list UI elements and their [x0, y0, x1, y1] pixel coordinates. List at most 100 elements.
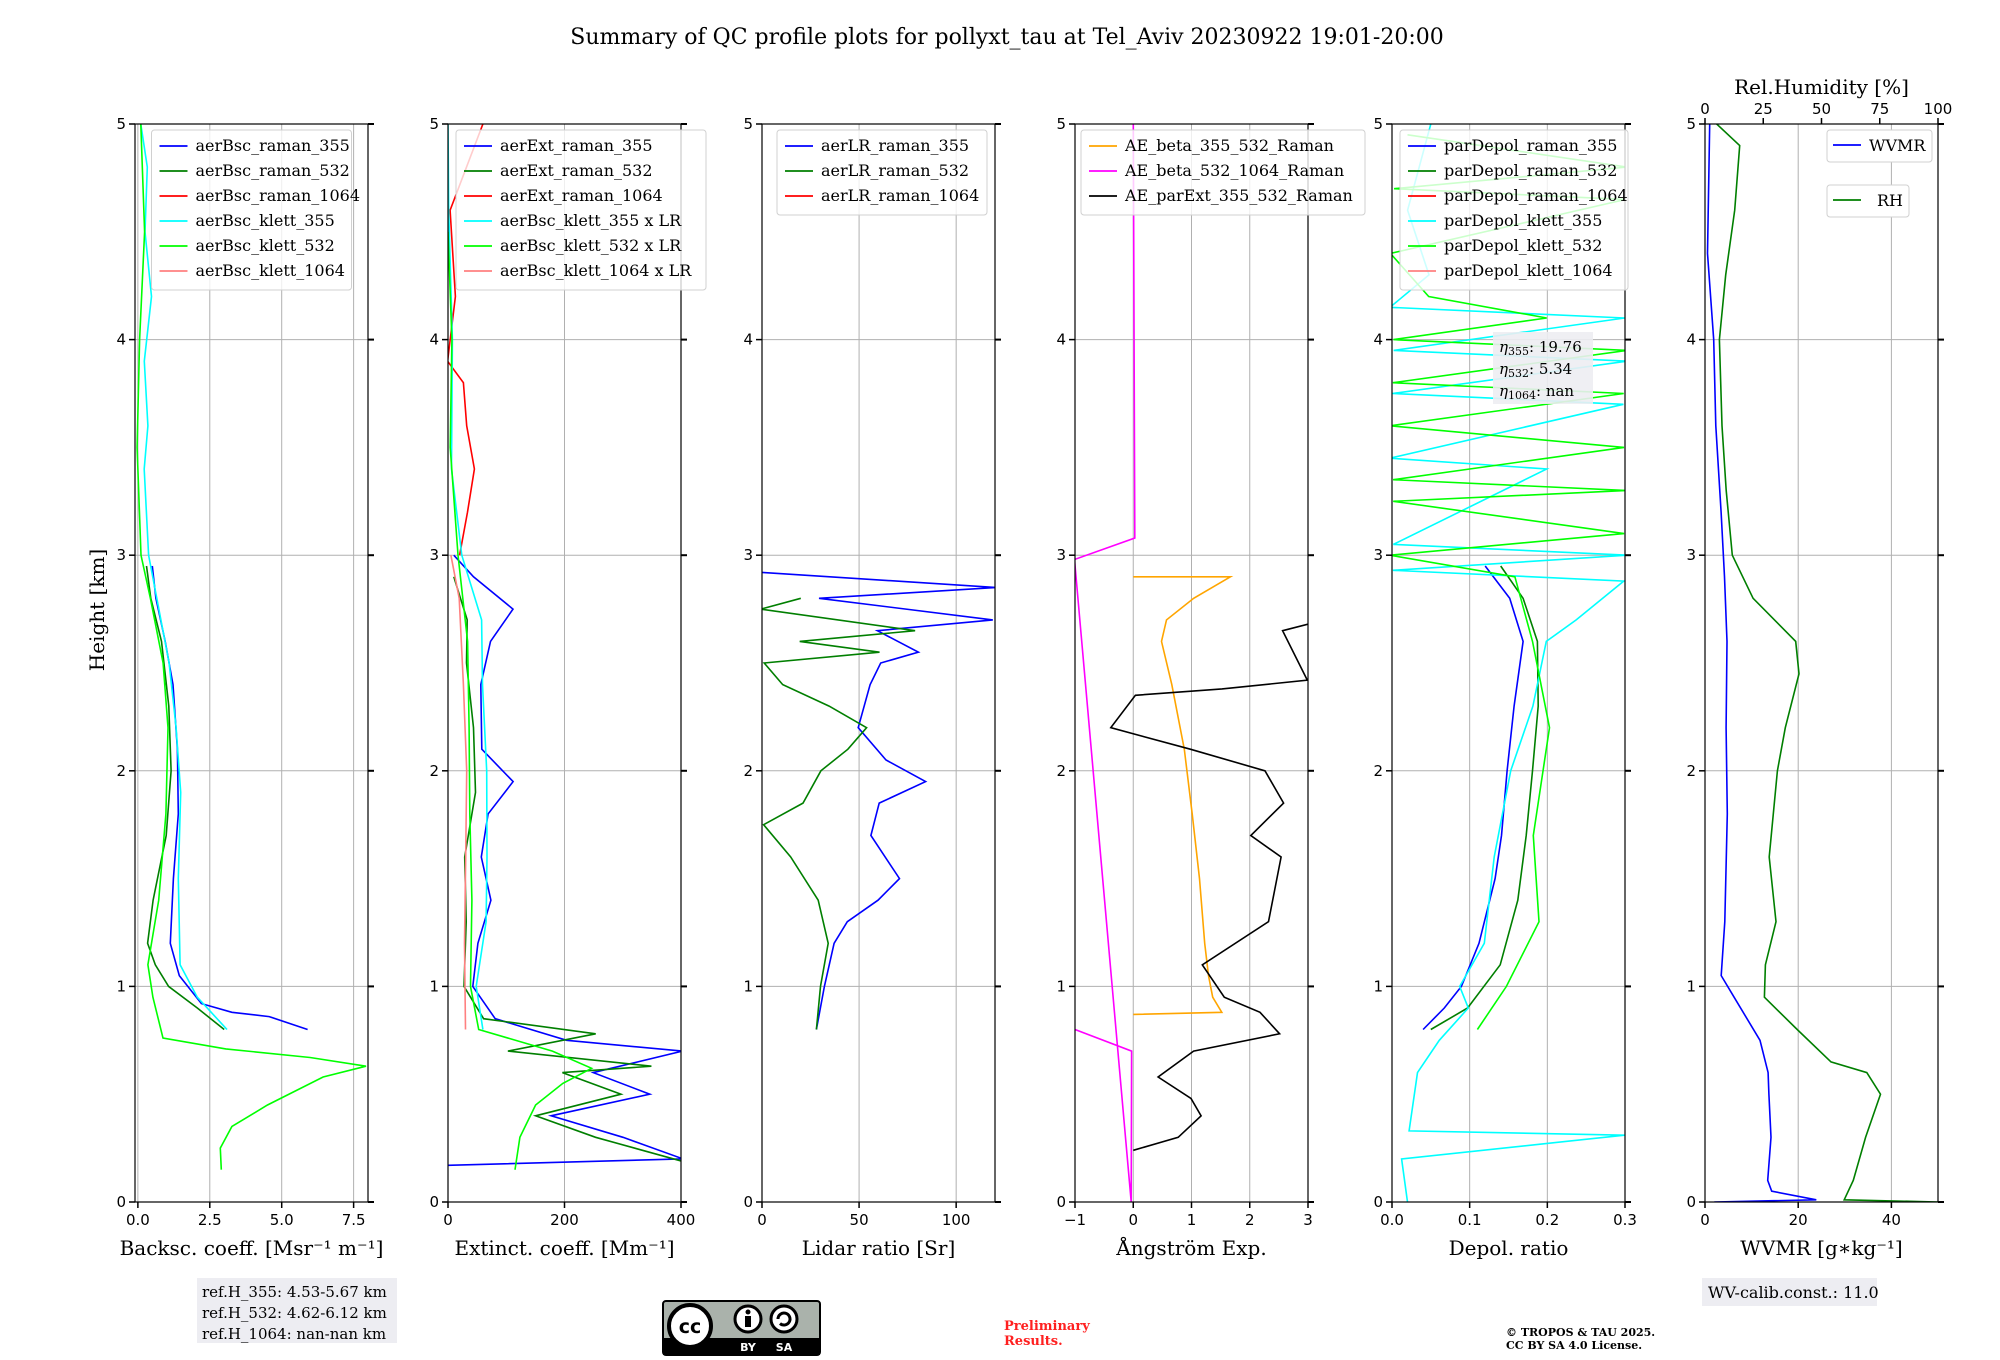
series-pardepol-klett-355	[1392, 124, 1625, 1202]
legend-label-aerext-raman-355: aerExt_raman_355	[500, 136, 653, 155]
legend-label-pardepol-raman-532: parDepol_raman_532	[1444, 161, 1617, 180]
y-tick-label: 3	[1056, 546, 1066, 564]
series-aerext-raman-355	[448, 554, 681, 1167]
axes-frame	[134, 123, 369, 1203]
panel-1: 0 1 2 3 4 5 0.0 2.5 5.0 7.5 Backsc. coeff. [Msr⁻¹ …	[116, 115, 383, 1260]
x-tick-label: 100	[942, 1211, 971, 1229]
x-tick-label: 0.0	[126, 1211, 150, 1229]
series-aerbsc-klett-532	[136, 124, 367, 1170]
y-tick-label: 3	[1373, 546, 1383, 564]
badge-by-text: BY	[740, 1341, 757, 1354]
legend: aerBsc_raman_355 aerBsc_raman_532 aerBsc_r…	[151, 129, 360, 291]
x-tick-label: 0.3	[1613, 1211, 1637, 1229]
y-axis-label: Height [km]	[85, 549, 109, 671]
legend-label-aerbsc-klett-532: aerBsc_klett_532	[196, 236, 335, 255]
badge-sa-text: SA	[776, 1341, 793, 1354]
y-tick-label: 2	[1056, 762, 1066, 780]
y-tick-label: 3	[429, 546, 439, 564]
series-pardepol-raman-355	[1422, 565, 1524, 1031]
legend: parDepol_raman_355 parDepol_raman_532 parD…	[1399, 129, 1629, 291]
y-tick-label: 1	[1373, 977, 1383, 995]
wv-calib-box: WV-calib.const.: 11.0	[1702, 1278, 1879, 1306]
x-tick-label: 3	[1303, 1211, 1313, 1229]
legend-label-aerext-raman-532: aerExt_raman_532	[500, 161, 653, 180]
y-tick-label: 4	[1056, 331, 1066, 349]
y-tick-label: 1	[116, 977, 126, 995]
legend-label-ae-parext-355-532-raman: AE_parExt_355_532_Raman	[1124, 186, 1353, 205]
x-tick-label: 1	[1187, 1211, 1197, 1229]
x-tick-label: 7.5	[342, 1211, 366, 1229]
x-tick-label: 5.0	[270, 1211, 294, 1229]
series-pardepol-raman-532	[1430, 565, 1540, 1031]
x-axis-label: Lidar ratio [Sr]	[802, 1236, 956, 1260]
y-tick-label: 4	[1686, 331, 1696, 349]
x-axis-label: Ångström Exp.	[1115, 1235, 1266, 1260]
series-aerbsc-klett-1064-x-lr	[450, 555, 468, 1030]
reference-height-box: ref.H_355: 4.53-5.67 km ref.H_532: 4.62-…	[197, 1278, 397, 1343]
series-aerlr-raman-355	[762, 571, 995, 1030]
top-x-tick-label: 100	[1924, 100, 1953, 118]
legend-label-rh: RH	[1877, 191, 1903, 210]
ref-height-1064: ref.H_1064: nan-nan km	[202, 1325, 386, 1343]
eta-532-text: η532: 5.34	[1499, 360, 1572, 380]
eta-box-bg	[1493, 332, 1593, 404]
y-tick-label: 0	[429, 1193, 439, 1211]
series-pardepol-klett-532	[1392, 134, 1625, 1030]
legend-box	[776, 129, 988, 216]
y-tick-label: 2	[743, 762, 753, 780]
y-tick-label: 2	[1686, 762, 1696, 780]
legend: aerLR_raman_355 aerLR_raman_532 aerLR_rama…	[776, 129, 988, 216]
y-tick-label: 2	[116, 762, 126, 780]
y-tick-label: 0	[116, 1193, 126, 1211]
y-tick-label: 0	[1056, 1193, 1066, 1211]
legend-box	[1399, 129, 1629, 291]
x-tick-label: 20	[1789, 1211, 1808, 1229]
series-aerbsc-raman-532	[145, 565, 225, 1031]
legend-label-wvmr: WVMR	[1869, 136, 1926, 155]
legend-box	[1826, 129, 1933, 163]
legend-box	[455, 129, 707, 291]
legend-label-pardepol-raman-355: parDepol_raman_355	[1444, 136, 1617, 155]
legend-label-aerlr-raman-355: aerLR_raman_355	[821, 136, 969, 155]
x-tick-label: 50	[850, 1211, 869, 1229]
legend-label-aerbsc-raman-355: aerBsc_raman_355	[196, 136, 350, 155]
copyright-line1: © TROPOS & TAU 2025.	[1506, 1326, 1655, 1339]
x-axis-label: Backsc. coeff. [Msr⁻¹ m⁻¹]	[120, 1236, 384, 1260]
legend-label-aerbsc-klett-355-x-lr: aerBsc_klett_355 x LR	[500, 211, 682, 230]
legend-label-aerbsc-raman-532: aerBsc_raman_532	[196, 161, 350, 180]
x-tick-label: 0	[757, 1211, 767, 1229]
y-tick-label: 5	[1686, 115, 1696, 133]
legend: WVMR RH	[1826, 129, 1933, 218]
legend: AE_beta_355_532_Raman AE_beta_532_1064_Ra…	[1080, 129, 1366, 216]
y-tick-label: 1	[1686, 977, 1696, 995]
y-tick-label: 2	[429, 762, 439, 780]
share-alike-icon	[769, 1304, 799, 1334]
figure-title: Summary of QC profile plots for pollyxt_…	[570, 25, 1443, 50]
legend-label-aerbsc-klett-355: aerBsc_klett_355	[196, 211, 335, 230]
y-tick-label: 1	[429, 977, 439, 995]
svg-text:cc: cc	[679, 1316, 702, 1338]
x-tick-label: 0.2	[1535, 1211, 1559, 1229]
y-tick-label: 2	[1373, 762, 1383, 780]
legend-label-aerbsc-klett-1064: aerBsc_klett_1064	[196, 261, 345, 280]
y-tick-label: 3	[1686, 546, 1696, 564]
legend-label-pardepol-klett-355: parDepol_klett_355	[1444, 211, 1602, 230]
x-tick-label: 0.0	[1380, 1211, 1404, 1229]
preliminary-line2: Results.	[1004, 1334, 1063, 1349]
legend-box-rh	[1826, 184, 1910, 218]
copyright-line2: CC BY SA 4.0 License.	[1506, 1339, 1642, 1352]
legend-label-aerlr-raman-1064: aerLR_raman_1064	[821, 186, 979, 205]
y-tick-label: 5	[1373, 115, 1383, 133]
legend-label-aerext-raman-1064: aerExt_raman_1064	[500, 186, 663, 205]
x-tick-label: 0	[1128, 1211, 1138, 1229]
cc-license-badge: cc BY SA	[662, 1300, 821, 1356]
x-tick-label: 2	[1245, 1211, 1255, 1229]
panel-5: 0 1 2 3 4 5 0.0 0.1 0.2 0.3 Depol. ratio parDepol_r…	[1373, 115, 1636, 1260]
legend-label-pardepol-klett-1064: parDepol_klett_1064	[1444, 261, 1613, 280]
series-aerext-raman-532	[453, 576, 681, 1162]
eta-1064-text: η1064: nan	[1499, 382, 1574, 402]
